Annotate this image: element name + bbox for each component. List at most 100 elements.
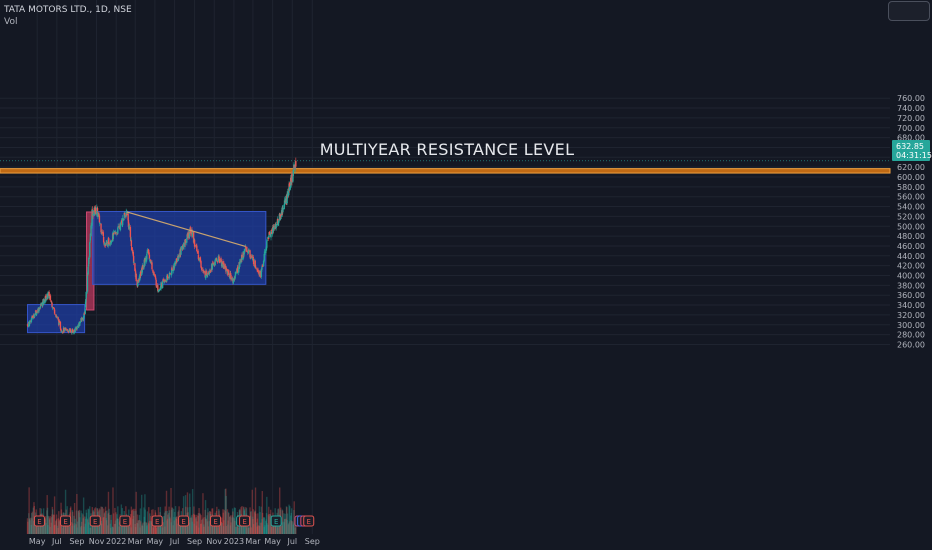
candle-body [44,296,47,301]
volume-bar [84,518,87,534]
candle-body [150,261,152,264]
volume-bar [291,520,293,534]
volume-bar [282,521,284,534]
volume-bar [78,509,81,534]
candle-body [58,320,61,323]
volume-bar [189,493,191,534]
candle-body [165,281,168,283]
candle-body [189,233,191,238]
volume-bar [286,520,288,534]
volume-bar [256,526,258,534]
candle-body [96,208,99,217]
x-tick-label: Jul [51,537,62,546]
candle-body [103,243,106,246]
volume-bar [263,527,265,534]
volume-bar [112,487,114,534]
volume-bar [80,525,83,534]
volume-bar [100,506,102,534]
volume-bar [234,526,237,534]
candle-body [85,291,88,293]
price-scale-button[interactable] [888,1,930,21]
candle-body [83,313,85,315]
volume-bar [49,516,52,534]
candle-body [279,214,282,217]
drawing-lines[interactable] [0,160,890,248]
volume-bar [261,491,263,534]
candle-body [135,273,137,282]
candle-body [211,263,214,270]
volume-bar [294,527,296,534]
candle-body [71,329,73,334]
volume-bar [205,519,207,534]
volume-bar [209,511,211,534]
candle-body [218,255,220,257]
candle-body [158,289,160,292]
volume-bar [119,520,121,534]
volume-bar [138,515,141,534]
candle-body [234,275,236,279]
candle-body [260,268,263,277]
candle-body [263,253,265,262]
candle-body [214,259,216,266]
volume-bar [265,519,267,534]
volume-bar [107,513,109,534]
candle-body [171,267,173,271]
volume-bar [157,526,159,534]
volume-bar [208,521,211,534]
candle-body [140,271,142,276]
volume-bar [145,522,148,534]
volume-bar [132,508,134,534]
volume-bar [233,507,236,534]
candle-body [57,317,59,320]
volume-label[interactable]: Vol [4,17,18,27]
candle-body [220,261,223,263]
volume-bar [51,514,53,534]
volume-bar [249,512,252,534]
consolidation-range-box [92,210,267,285]
volume-bar [129,518,132,534]
volume-bar [126,524,128,534]
y-tick-label: 560.00 [897,193,925,202]
candle-body [98,215,101,223]
volume-bar [80,521,83,534]
resistance-annotation[interactable]: MULTIYEAR RESISTANCE LEVEL [320,140,575,159]
candle-body [261,266,264,267]
volume-bar [117,506,119,534]
candle-body [176,259,178,263]
volume-bar [150,521,153,534]
x-tick-label: Sep [305,537,320,546]
volume-bar [85,516,87,534]
candle-body [254,260,256,267]
candle-body [200,261,202,268]
symbol-title[interactable]: TATA MOTORS LTD., 1D, NSE [4,5,132,15]
volume-bar [195,525,198,534]
event-markers[interactable]: EEEEEEEEEEEEDE [33,515,315,527]
volume-bar [88,509,90,534]
volume-bar [229,516,231,534]
volume-bar [235,526,238,534]
candle-body [86,273,89,292]
volume-bar [288,504,290,534]
candle-body [102,237,105,243]
candle-body [67,331,70,333]
volume-bar [230,522,232,534]
event-marker-label: E [63,518,67,526]
candle-body [89,240,91,242]
candle-body [87,264,90,267]
candle-body [289,187,291,191]
volume-bar [186,492,189,534]
volume-bar [254,510,256,534]
candle-body [38,308,40,311]
candle-body [196,250,198,252]
x-tick-label: Jul [286,537,297,546]
volume-bar [131,509,134,534]
candle-body [109,243,111,245]
candle-body [257,269,259,272]
volume-bar [108,512,110,534]
candle-body [143,264,145,269]
volume-bar [69,526,71,534]
volume-bar [277,527,279,534]
volume-bar [32,507,35,534]
volume-bar [268,516,270,534]
